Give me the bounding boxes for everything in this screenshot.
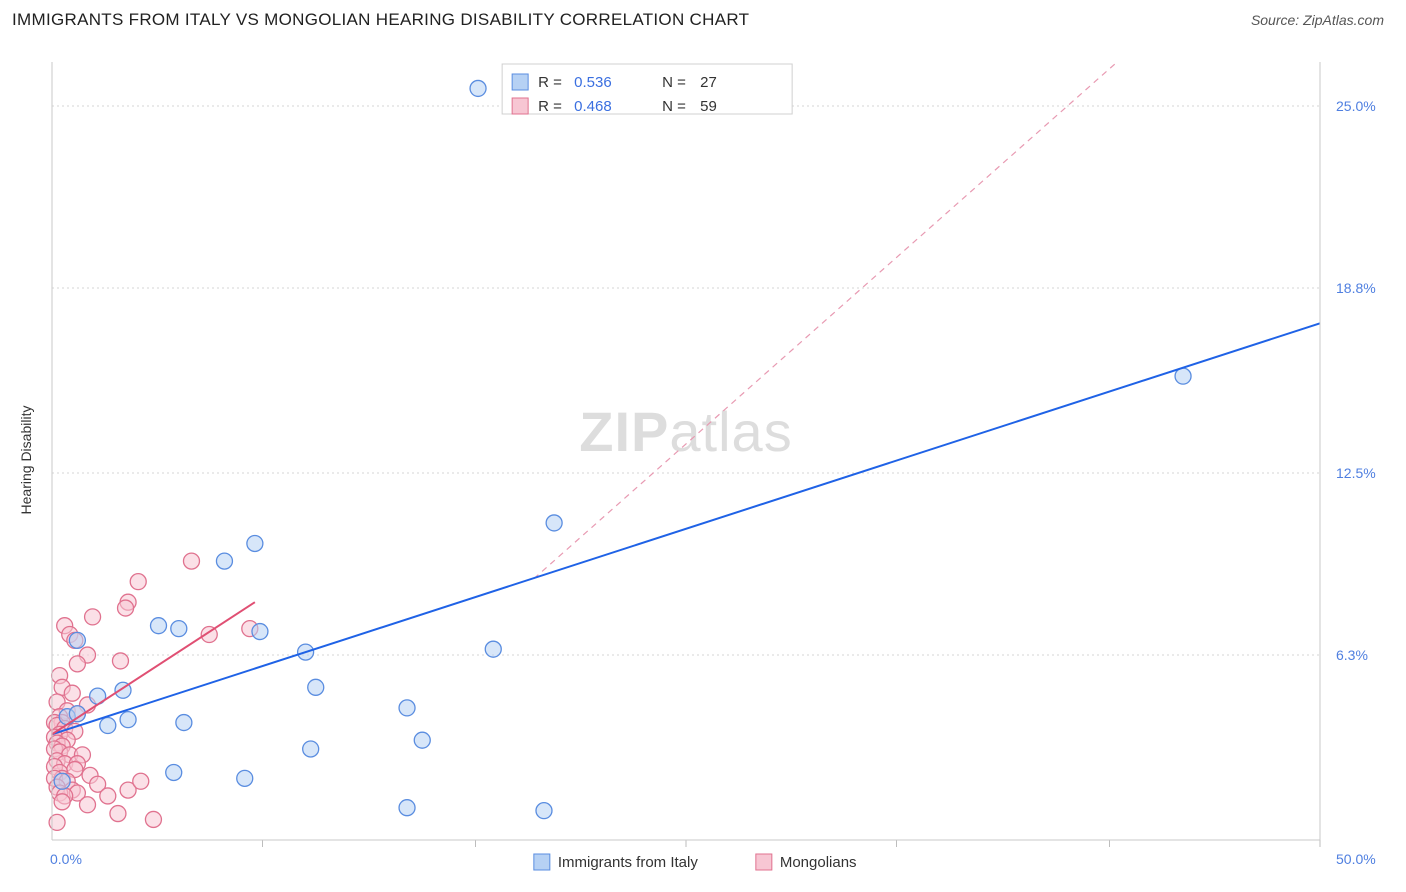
scatter-point: [110, 806, 126, 822]
scatter-point: [252, 624, 268, 640]
scatter-point: [80, 797, 96, 813]
scatter-point: [237, 770, 253, 786]
legend-r-value: 0.536: [574, 74, 612, 91]
legend-swatch: [512, 98, 528, 114]
legend-r-label: R =: [538, 98, 562, 115]
x-max-label: 50.0%: [1336, 851, 1376, 867]
scatter-point: [85, 609, 101, 625]
y-tick-label: 12.5%: [1336, 465, 1376, 481]
scatter-point: [399, 700, 415, 716]
scatter-point: [176, 715, 192, 731]
scatter-point: [303, 741, 319, 757]
x-origin-label: 0.0%: [50, 851, 82, 867]
scatter-point: [546, 515, 562, 531]
scatter-point: [69, 632, 85, 648]
scatter-point: [49, 814, 65, 830]
scatter-point: [118, 600, 134, 616]
scatter-point: [54, 773, 70, 789]
scatter-point: [100, 788, 116, 804]
scatter-point: [54, 794, 70, 810]
scatter-point: [216, 553, 232, 569]
scatter-point: [69, 656, 85, 672]
scatter-point: [100, 718, 116, 734]
y-tick-label: 6.3%: [1336, 647, 1368, 663]
legend-series-label: Immigrants from Italy: [558, 854, 699, 871]
scatter-point: [183, 553, 199, 569]
scatter-point: [414, 732, 430, 748]
scatter-point: [171, 621, 187, 637]
legend-n-label: N =: [662, 74, 686, 91]
scatter-point: [151, 618, 167, 634]
scatter-chart: 6.3% 12.5% 18.8% 25.0% ZIPatlas 0.0% 50.0% R = 0…: [30, 40, 1385, 880]
scatter-point: [166, 764, 182, 780]
y-axis-label: Hearing Disability: [18, 406, 34, 515]
scatter-point: [145, 811, 161, 827]
y-tick-label: 25.0%: [1336, 98, 1376, 114]
legend-n-value: 59: [700, 98, 717, 115]
source-label: Source: ZipAtlas.com: [1251, 12, 1384, 28]
scatter-point: [130, 574, 146, 590]
scatter-point: [399, 800, 415, 816]
legend-swatch: [534, 854, 550, 870]
legend-series-label: Mongolians: [780, 854, 857, 871]
scatter-point: [308, 679, 324, 695]
scatter-point: [64, 685, 80, 701]
legend-n-value: 27: [700, 74, 717, 91]
legend-r-label: R =: [538, 74, 562, 91]
scatter-point: [536, 803, 552, 819]
scatter-point: [470, 80, 486, 96]
chart-container: Hearing Disability 6.3%12.5%18.8%25.0%ZI…: [30, 40, 1385, 880]
scatter-point: [485, 641, 501, 657]
watermark: ZIPatlas: [579, 400, 792, 463]
scatter-point: [112, 653, 128, 669]
y-tick-label: 18.8%: [1336, 280, 1376, 296]
scatter-point: [247, 535, 263, 551]
legend-n-label: N =: [662, 98, 686, 115]
legend-swatch: [756, 854, 772, 870]
legend-r-value: 0.468: [574, 98, 612, 115]
chart-title: IMMIGRANTS FROM ITALY VS MONGOLIAN HEARI…: [12, 10, 749, 30]
scatter-point: [133, 773, 149, 789]
legend-swatch: [512, 74, 528, 90]
scatter-point: [120, 712, 136, 728]
